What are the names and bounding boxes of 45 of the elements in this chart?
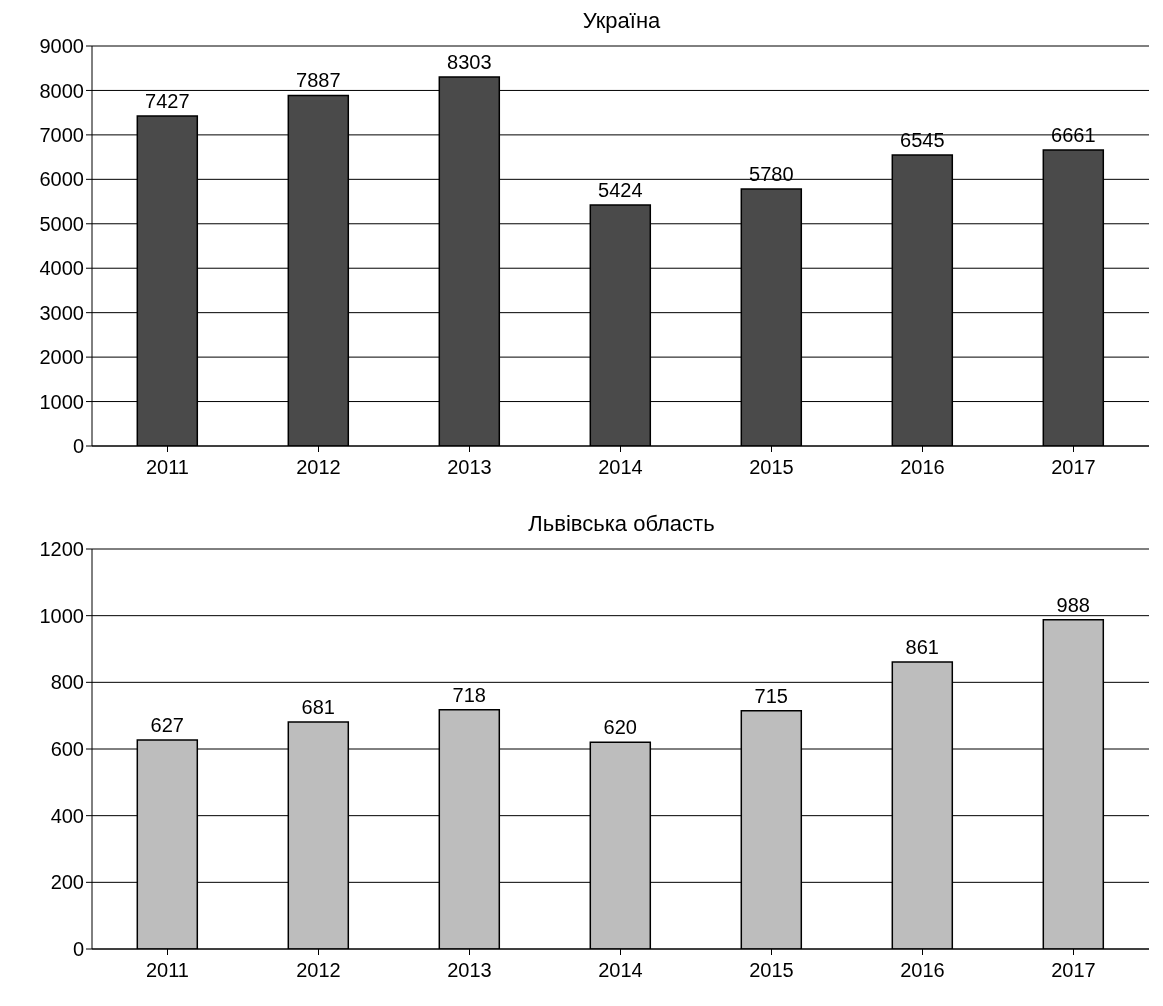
data-label: 681	[301, 696, 335, 718]
x-tick-label: 2014	[598, 959, 643, 982]
data-label: 620	[603, 716, 637, 739]
chart-title: Україна	[581, 8, 662, 35]
x-tick-label: 2016	[900, 959, 945, 982]
chart-title: Львівська область	[527, 511, 716, 538]
x-tick-label: 2013	[447, 456, 492, 479]
data-label: 8303	[447, 50, 492, 73]
data-label: 627	[150, 714, 184, 736]
y-tick-label: 7000	[39, 123, 84, 146]
data-label: 988	[1056, 593, 1090, 616]
x-tick-label: 2014	[598, 456, 643, 479]
y-tick-label: 2000	[39, 346, 84, 369]
data-label: 6545	[900, 129, 945, 152]
y-tick-label: 3000	[39, 301, 84, 324]
data-label: 7427	[145, 89, 190, 112]
x-tick-label: 2016	[900, 456, 945, 479]
y-tick-label: 800	[50, 671, 84, 694]
x-tick-label: 2011	[145, 456, 190, 479]
x-tick-label: 2012	[296, 456, 341, 479]
data-label: 718	[452, 683, 486, 706]
x-tick-label: 2011	[145, 959, 190, 982]
data-label: 5424	[598, 178, 643, 201]
y-tick-label: 1000	[39, 390, 84, 413]
x-tick-label: 2017	[1051, 456, 1096, 479]
y-tick-label: 200	[50, 871, 84, 894]
y-tick-label: 0	[72, 938, 84, 961]
x-tick-label: 2015	[749, 456, 794, 479]
x-tick-label: 2012	[296, 959, 341, 982]
y-tick-label: 5000	[39, 212, 84, 235]
data-label: 715	[754, 684, 788, 707]
x-tick-label: 2017	[1051, 959, 1096, 982]
y-tick-label: 4000	[39, 257, 84, 280]
y-tick-label: 6000	[39, 168, 84, 191]
y-tick-label: 400	[50, 804, 84, 827]
x-tick-label: 2013	[447, 959, 492, 982]
x-tick-label: 2015	[749, 959, 794, 982]
y-tick-label: 600	[50, 738, 84, 761]
data-label: 7887	[296, 69, 341, 92]
y-tick-label: 1200	[39, 538, 84, 561]
y-tick-label: 9000	[39, 35, 84, 58]
y-tick-label: 8000	[39, 79, 84, 102]
y-tick-label: 0	[72, 435, 84, 458]
y-tick-label: 1000	[39, 604, 84, 627]
data-label: 861	[905, 636, 939, 658]
